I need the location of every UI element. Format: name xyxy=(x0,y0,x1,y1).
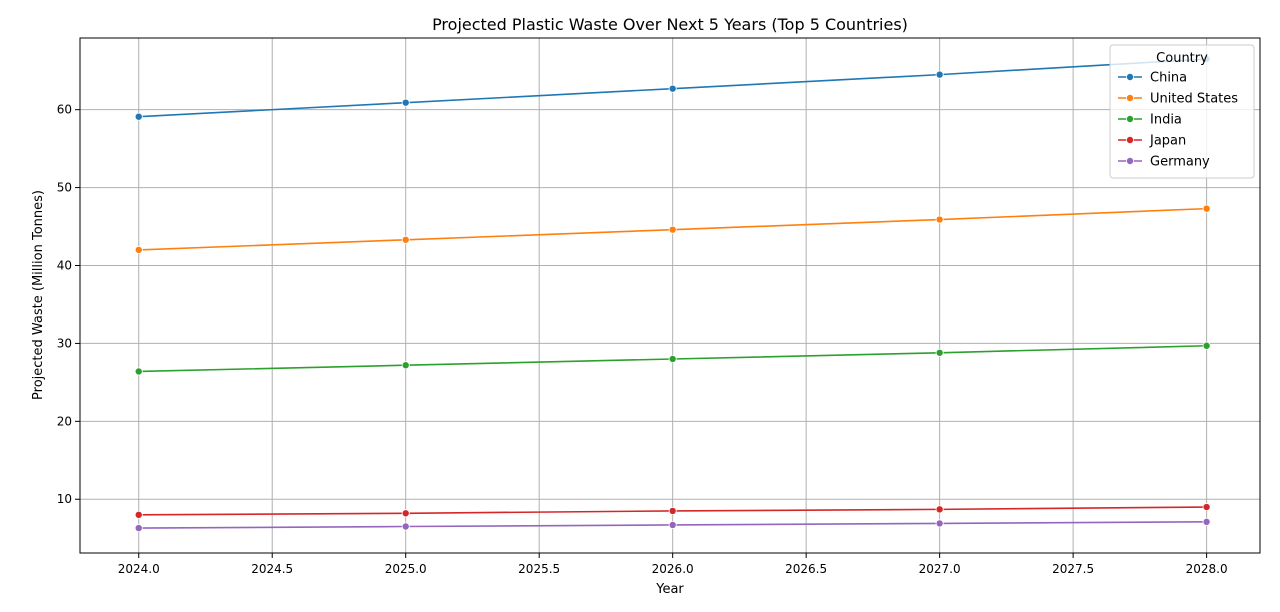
data-point xyxy=(134,112,143,121)
data-point xyxy=(935,519,944,528)
series-germany xyxy=(134,517,1211,533)
data-point xyxy=(668,520,677,529)
data-point xyxy=(668,225,677,234)
data-point xyxy=(935,70,944,79)
legend-label: United States xyxy=(1150,92,1238,107)
x-tick-label: 2024.5 xyxy=(251,562,293,576)
y-tick-label: 60 xyxy=(57,103,72,117)
legend-marker xyxy=(1126,156,1135,165)
data-point xyxy=(134,510,143,519)
legend-item: India xyxy=(1118,113,1182,128)
data-point xyxy=(401,235,410,244)
legend-marker xyxy=(1126,94,1135,103)
y-tick-label: 50 xyxy=(57,181,72,195)
x-tick-label: 2026.5 xyxy=(785,562,827,576)
x-tick-label: 2025.0 xyxy=(385,562,427,576)
legend-item: Germany xyxy=(1118,155,1210,170)
legend-item: Japan xyxy=(1118,134,1186,149)
series-japan xyxy=(134,503,1211,519)
y-tick-label: 40 xyxy=(57,259,72,273)
y-tick-label: 20 xyxy=(57,414,72,428)
series-united-states xyxy=(134,204,1211,254)
data-point xyxy=(1202,204,1211,213)
data-point xyxy=(935,215,944,224)
legend-title: Country xyxy=(1156,51,1208,66)
data-point xyxy=(401,509,410,518)
legend-item: United States xyxy=(1118,92,1238,107)
x-tick-label: 2028.0 xyxy=(1186,562,1228,576)
data-point xyxy=(668,506,677,515)
y-tick-label: 30 xyxy=(57,336,72,350)
data-point xyxy=(401,98,410,107)
data-point xyxy=(134,245,143,254)
data-point xyxy=(935,348,944,357)
series-india xyxy=(134,341,1211,376)
plot-frame xyxy=(79,37,1261,554)
data-point xyxy=(668,354,677,363)
data-point xyxy=(1202,341,1211,350)
data-point xyxy=(1202,517,1211,526)
data-point xyxy=(134,367,143,376)
data-point xyxy=(668,84,677,93)
legend: Country China United States India Japan Germa… xyxy=(1109,44,1255,179)
x-axis: 2024.0 2024.5 2025.0 2025.5 2026.0 2026.5 2027… xyxy=(118,553,1228,576)
grid xyxy=(80,38,1260,553)
x-tick-label: 2025.5 xyxy=(518,562,560,576)
series-layer xyxy=(134,55,1211,533)
y-axis: 10 20 30 40 50 60 xyxy=(57,103,80,506)
legend-marker xyxy=(1126,115,1135,124)
x-tick-label: 2024.0 xyxy=(118,562,160,576)
legend-label: Germany xyxy=(1150,155,1210,170)
data-point xyxy=(935,505,944,514)
legend-label: India xyxy=(1150,113,1182,128)
chart-title: Projected Plastic Waste Over Next 5 Year… xyxy=(432,15,908,34)
x-tick-label: 2027.0 xyxy=(919,562,961,576)
x-tick-label: 2026.0 xyxy=(652,562,694,576)
legend-marker xyxy=(1126,135,1135,144)
data-point xyxy=(401,522,410,531)
data-point xyxy=(134,524,143,533)
x-tick-label: 2027.5 xyxy=(1052,562,1094,576)
x-axis-label: Year xyxy=(655,582,684,597)
legend-label: China xyxy=(1150,71,1187,86)
data-point xyxy=(401,361,410,370)
legend-item: China xyxy=(1118,71,1187,86)
data-point xyxy=(1202,503,1211,512)
y-tick-label: 10 xyxy=(57,492,72,506)
legend-marker xyxy=(1126,73,1135,82)
legend-label: Japan xyxy=(1149,134,1186,149)
legend-box xyxy=(1109,44,1255,179)
y-axis-label: Projected Waste (Million Tonnes) xyxy=(31,190,46,400)
